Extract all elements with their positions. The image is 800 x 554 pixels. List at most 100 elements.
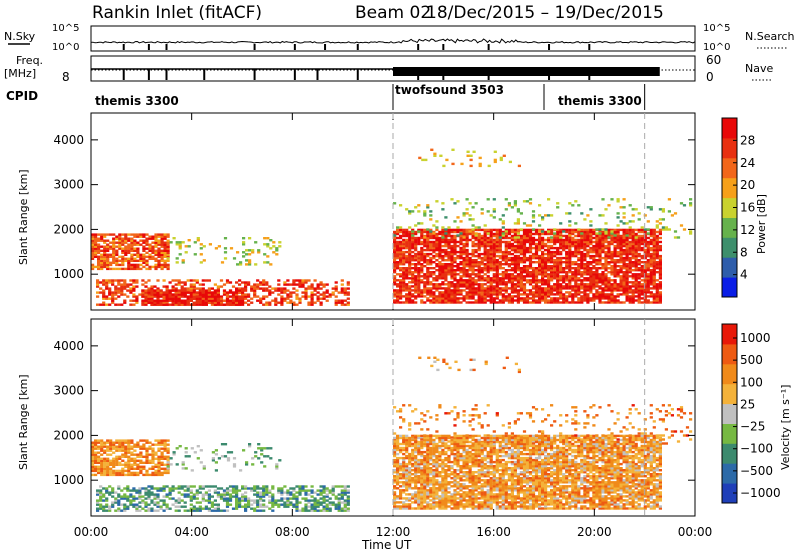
data-cell <box>453 285 457 288</box>
data-cell <box>420 301 424 304</box>
data-cell <box>456 293 460 296</box>
data-cell <box>486 259 490 262</box>
data-cell <box>222 293 227 296</box>
data-cell <box>145 461 149 464</box>
data-cell <box>498 291 502 294</box>
data-cell <box>139 453 143 456</box>
data-cell <box>643 265 647 268</box>
data-cell <box>429 218 433 221</box>
data-cell <box>601 246 605 250</box>
data-cell <box>277 301 281 304</box>
data-cell <box>456 265 460 268</box>
data-cell <box>580 265 584 268</box>
data-cell <box>162 291 166 294</box>
data-cell <box>145 239 149 242</box>
data-cell <box>420 250 424 254</box>
data-cell <box>589 250 593 254</box>
data-cell <box>313 289 317 292</box>
data-cell <box>168 297 172 300</box>
data-cell <box>177 293 181 296</box>
data-cell <box>574 279 578 282</box>
data-cell <box>625 240 629 244</box>
data-cell <box>99 491 103 494</box>
data-cell <box>420 295 424 298</box>
data-cell <box>553 246 557 250</box>
data-cell <box>534 293 539 296</box>
data-cell <box>411 259 415 262</box>
data-cell <box>613 283 617 286</box>
data-cell <box>489 283 493 286</box>
data-cell <box>283 297 287 300</box>
data-cell <box>432 277 436 280</box>
data-cell <box>568 232 572 236</box>
data-cell <box>616 232 620 236</box>
data-cell <box>480 234 484 238</box>
data-cell <box>145 451 149 454</box>
data-cell <box>124 249 128 252</box>
data-cell <box>474 289 478 292</box>
data-cell <box>399 256 403 260</box>
data-cell <box>643 256 647 260</box>
data-cell <box>504 269 508 272</box>
data-cell <box>141 499 145 502</box>
data-cell <box>142 447 146 450</box>
data-cell <box>310 295 314 298</box>
data-cell <box>501 301 505 304</box>
data-cell <box>204 289 208 292</box>
data-cell <box>235 293 239 296</box>
data-cell <box>106 239 110 242</box>
data-cell <box>399 293 403 296</box>
data-cell <box>453 234 457 238</box>
data-cell <box>547 240 551 244</box>
data-cell <box>426 299 430 302</box>
data-cell <box>91 247 95 250</box>
data-cell <box>163 245 167 248</box>
data-cell <box>501 277 505 280</box>
nave-tick-top: 60 <box>706 53 721 67</box>
data-cell <box>682 204 687 207</box>
data-cell <box>501 293 505 296</box>
data-cell <box>207 289 211 292</box>
data-cell <box>139 235 143 238</box>
data-cell <box>501 283 505 286</box>
data-cell <box>247 299 251 302</box>
data-cell <box>541 250 545 254</box>
data-cell <box>453 293 457 296</box>
data-cell <box>565 279 569 282</box>
data-cell <box>147 287 151 290</box>
data-cell <box>538 214 542 217</box>
data-cell <box>97 255 101 258</box>
data-cell <box>435 269 439 272</box>
data-cell <box>628 232 632 236</box>
data-cell <box>480 289 484 292</box>
colorbar-tick-label: 4 <box>740 268 748 282</box>
data-cell <box>141 283 145 286</box>
data-cell <box>283 287 287 290</box>
data-cell <box>649 238 653 242</box>
data-cell <box>522 246 527 250</box>
data-cell <box>519 261 523 264</box>
data-cell <box>166 239 170 242</box>
data-cell <box>103 265 107 269</box>
data-cell <box>157 459 161 462</box>
data-cell <box>399 236 403 240</box>
data-cell <box>399 289 403 292</box>
data-cell <box>180 303 184 306</box>
data-cell <box>649 234 653 238</box>
data-cell <box>559 301 563 304</box>
data-cell <box>423 285 427 288</box>
data-cell <box>432 244 436 248</box>
data-cell <box>559 244 563 248</box>
data-cell <box>393 269 397 272</box>
data-cell <box>541 265 545 268</box>
data-cell <box>568 291 572 294</box>
data-cell <box>399 273 403 276</box>
data-cell <box>553 293 557 296</box>
data-cell <box>547 214 551 217</box>
data-cell <box>207 301 211 304</box>
data-cell <box>598 301 602 304</box>
data-cell <box>396 273 400 276</box>
data-cell <box>136 443 140 446</box>
data-cell <box>525 281 530 284</box>
data-cell <box>96 291 100 294</box>
